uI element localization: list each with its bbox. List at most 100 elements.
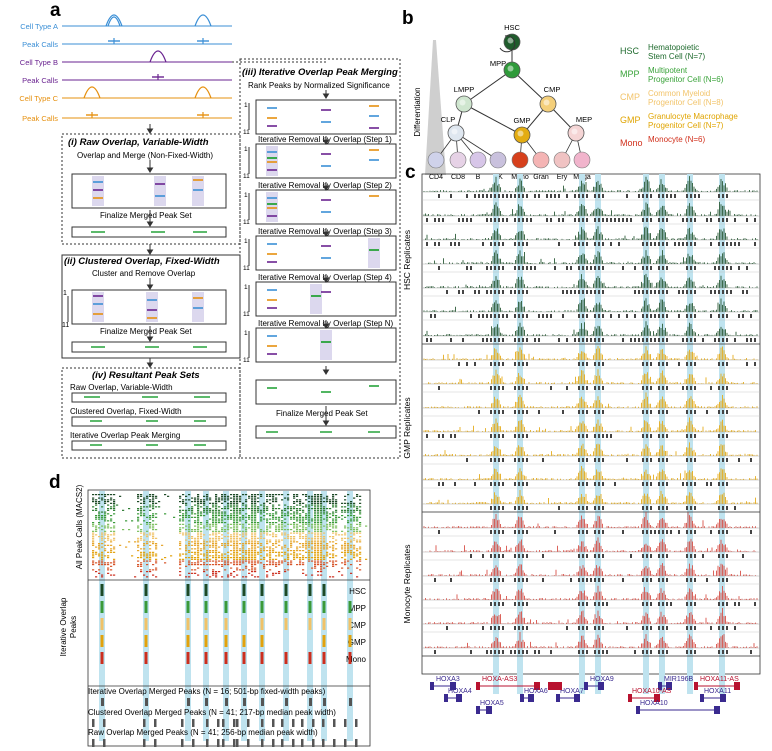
peak-call-mark	[275, 508, 278, 510]
peak-call-mark	[209, 523, 212, 525]
peak-call-mark	[263, 502, 266, 504]
peak-call-mark	[98, 502, 101, 504]
peak-call-mark	[185, 576, 188, 578]
merged-peak-bar	[222, 739, 225, 747]
peak-call-mark	[197, 562, 200, 564]
peak-call-mark	[215, 562, 218, 564]
peak-call-mark	[185, 511, 188, 513]
peak-call-mark	[191, 544, 194, 546]
peak-call-mark	[308, 522, 311, 524]
peak-call-mark	[212, 569, 215, 571]
peak-call-block	[718, 362, 720, 366]
peak-call-mark	[323, 509, 326, 511]
peak-call-mark	[272, 501, 275, 503]
peak-call-mark	[350, 551, 353, 553]
peak-call-block	[642, 242, 644, 246]
peak-call-block	[694, 482, 696, 486]
peak-call-mark	[287, 569, 290, 571]
peak-call-block	[594, 194, 596, 198]
peak-call-mark	[227, 558, 230, 560]
peak-call-mark	[296, 546, 299, 548]
peak-call-mark	[191, 529, 194, 531]
peak-call-block	[718, 650, 720, 654]
peak-call-block	[722, 410, 724, 414]
peak-call-mark	[332, 564, 335, 566]
peak-call-mark	[266, 541, 269, 543]
peak-call-mark	[137, 537, 140, 539]
peak-call-mark	[188, 544, 191, 546]
peak-call-block	[494, 626, 496, 630]
peak-call-block	[646, 242, 648, 246]
peak-call-mark	[314, 532, 317, 534]
merged-peak-bar	[309, 698, 312, 706]
peak-call-block	[682, 338, 684, 342]
peak-call-block	[646, 194, 648, 198]
peak-call-mark	[104, 520, 107, 522]
peak-call-mark	[233, 497, 236, 499]
peak-call-mark	[326, 511, 329, 513]
peak-call-block	[586, 242, 588, 246]
peak-call-mark	[278, 525, 281, 527]
peak-call-mark	[296, 494, 299, 496]
merged-peak-bar	[247, 719, 250, 727]
peak-call-mark	[221, 518, 224, 520]
peak-call-mark	[224, 501, 227, 503]
peak-call-mark	[356, 516, 359, 518]
peak-call-block	[642, 506, 644, 510]
peak-call-mark	[245, 553, 248, 555]
peak-call-mark	[197, 534, 200, 536]
peak-call-mark	[236, 504, 239, 506]
iterative-peak-bar	[204, 601, 208, 613]
peak-call-mark	[269, 546, 272, 548]
signal-peak	[105, 14, 123, 27]
peak-call-block	[602, 362, 604, 366]
peak-call-block	[646, 218, 648, 222]
merged-peak-bar	[154, 739, 157, 747]
peak-call-mark	[212, 534, 215, 536]
panel-d-label: d	[49, 472, 61, 493]
flow-arrowhead	[146, 336, 154, 342]
peak-call-block	[578, 602, 580, 606]
peak-call-mark	[245, 576, 248, 578]
rank-axis-bottom: 11	[243, 129, 250, 136]
peak-call-block	[602, 338, 604, 342]
peak-call-block	[650, 602, 652, 606]
peak-call-mark	[296, 548, 299, 550]
peak-call-mark	[332, 513, 335, 515]
peak-call-block	[618, 314, 620, 318]
peak-call-mark	[359, 502, 362, 504]
peak-call-mark	[332, 530, 335, 532]
peak-call-mark	[287, 506, 290, 508]
peak-call-mark	[254, 513, 257, 515]
peak-call-block	[690, 554, 692, 558]
peak-call-mark	[218, 513, 221, 515]
peak-call-mark	[287, 523, 290, 525]
peak-call-block	[566, 266, 568, 270]
peak-call-mark	[302, 557, 305, 559]
merged-peak-bar	[103, 719, 106, 727]
peak-call-mark	[335, 494, 338, 496]
peak-call-mark	[359, 522, 362, 524]
peak-call-mark	[203, 553, 206, 555]
peak-call-block	[694, 530, 696, 534]
peak-call-block	[510, 194, 512, 198]
peak-call-mark	[305, 546, 308, 548]
peak-call-mark	[341, 534, 344, 536]
peak-call-block	[502, 194, 504, 198]
peak-call-mark	[254, 495, 257, 497]
peak-call-mark	[131, 555, 134, 557]
peak-call-mark	[110, 506, 113, 508]
peak-call-mark	[335, 532, 338, 534]
peak-call-mark	[101, 506, 104, 508]
peak-call-block	[726, 290, 728, 294]
peak-call-mark	[191, 501, 194, 503]
peak-call-mark	[332, 565, 335, 567]
iterative-peak-bar	[260, 635, 264, 647]
peak-call-block	[498, 218, 500, 222]
peak-call-mark	[221, 544, 224, 546]
peak-call-block	[526, 650, 528, 654]
peak-call-mark	[299, 529, 302, 531]
peak-call-block	[566, 338, 568, 342]
peak-call-mark	[314, 518, 317, 520]
peak-call-block	[454, 242, 456, 246]
